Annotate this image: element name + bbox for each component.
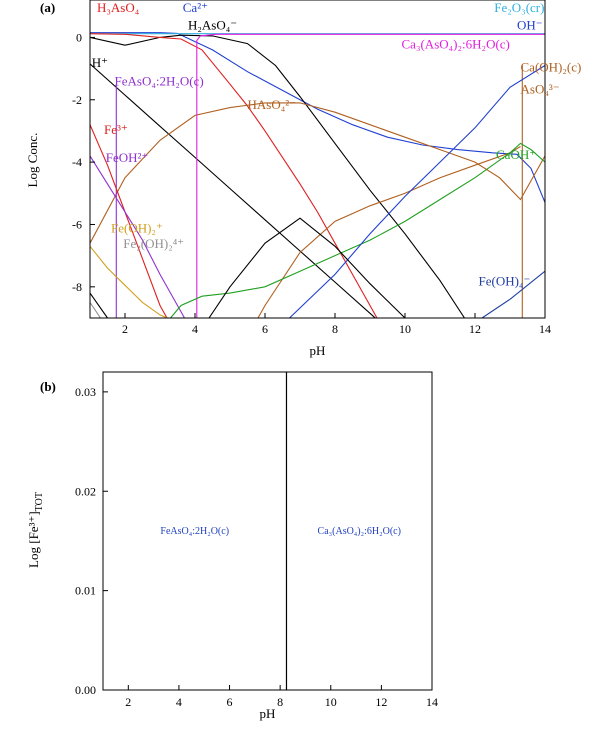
y-tick-label-a-0: 0 xyxy=(76,30,82,44)
y-tick-label-b-0.02: 0.02 xyxy=(75,484,96,498)
x-tick-label-b-2: 2 xyxy=(125,695,131,709)
y-tick-label-a--8: -8 xyxy=(72,280,82,294)
species-label-4: Fe₂O₃(cr) xyxy=(494,0,544,15)
series-line-8 xyxy=(196,33,545,318)
species-label-12: Fe³⁺ xyxy=(104,122,128,137)
x-tick-label-b-14: 14 xyxy=(426,695,438,709)
species-label-16: Fe₂(OH)₂⁴⁺ xyxy=(123,236,184,251)
series-group-a xyxy=(90,32,545,318)
species-label-11: HAsO₄²⁻ xyxy=(248,97,297,112)
series-line-12 xyxy=(90,155,185,318)
species-label-1: H₃AsO₄ xyxy=(97,0,140,15)
x-tick-label-b-4: 4 xyxy=(176,695,182,709)
x-tick-label-a-6: 6 xyxy=(262,322,268,336)
x-axis-label-a: pH xyxy=(310,343,326,358)
plot-frame-a xyxy=(89,0,546,319)
series-line-18 xyxy=(90,292,108,318)
species-label-6: H⁺ xyxy=(92,55,108,70)
series-line-7 xyxy=(257,146,521,318)
y-axis-label-b: Log [Fe³⁺]TOT xyxy=(26,492,45,568)
species-label-14: FeOH²⁺ xyxy=(106,150,149,165)
species-label-3: H₂AsO₄⁻ xyxy=(188,18,237,33)
plot-frame-b xyxy=(102,371,433,691)
panel-label-a: (a) xyxy=(40,0,55,15)
x-tick-label-b-12: 12 xyxy=(375,695,387,709)
species-label-13: CaOH⁺ xyxy=(496,147,536,162)
series-line-14 xyxy=(90,302,101,318)
species-label-15: Fe(OH)₂⁺ xyxy=(111,220,163,235)
species-label-7: Ca₃(AsO₄)₂:6H₂O(c) xyxy=(402,36,510,51)
series-line-13 xyxy=(90,245,168,318)
x-tick-label-a-8: 8 xyxy=(332,322,338,336)
species-label-2: Ca²⁺ xyxy=(183,0,208,15)
y-tick-label-b-0.03: 0.03 xyxy=(75,385,96,399)
series-line-1 xyxy=(90,32,545,203)
region-label-1: FeAsO₄:2H₂O(c) xyxy=(160,526,229,537)
y-axis-label-a: Log Conc. xyxy=(25,133,40,188)
x-tick-label-b-8: 8 xyxy=(277,695,283,709)
series-line-3 xyxy=(90,63,376,318)
y-tick-label-a--6: -6 xyxy=(72,217,82,231)
x-tick-label-a-14: 14 xyxy=(539,322,551,336)
series-line-6 xyxy=(90,102,545,244)
x-tick-label-b-6: 6 xyxy=(227,695,233,709)
y-tick-label-a--4: -4 xyxy=(72,155,82,169)
y-tick-label-b-0.00: 0.00 xyxy=(75,683,96,697)
x-tick-label-a-12: 12 xyxy=(469,322,481,336)
species-label-17: Fe(OH)₄⁻ xyxy=(479,273,531,288)
series-line-16 xyxy=(481,270,545,318)
x-tick-label-b-10: 10 xyxy=(325,695,337,709)
x-axis-label-b: pH xyxy=(260,706,276,721)
x-tick-label-a-2: 2 xyxy=(122,322,128,336)
species-label-8: FeAsO₄:2H₂O(c) xyxy=(115,74,204,89)
species-label-9: Ca(OH)₂(c) xyxy=(521,60,582,75)
panel-label-b: (b) xyxy=(40,379,56,394)
series-line-17 xyxy=(289,65,545,318)
species-label-10: AsO₄³⁻ xyxy=(521,82,560,97)
x-tick-label-a-10: 10 xyxy=(399,322,411,336)
species-label-5: OH⁻ xyxy=(517,18,543,33)
y-tick-label-b-0.01: 0.01 xyxy=(75,584,96,598)
series-line-5 xyxy=(90,33,378,318)
y-tick-label-a--2: -2 xyxy=(72,93,82,107)
x-tick-label-a-4: 4 xyxy=(192,322,198,336)
series-line-11 xyxy=(90,124,168,318)
series-line-19 xyxy=(208,217,406,318)
series-line-15 xyxy=(170,142,545,318)
region-label-2: Ca₃(AsO₄)₂:6H₂O(c) xyxy=(318,526,401,537)
